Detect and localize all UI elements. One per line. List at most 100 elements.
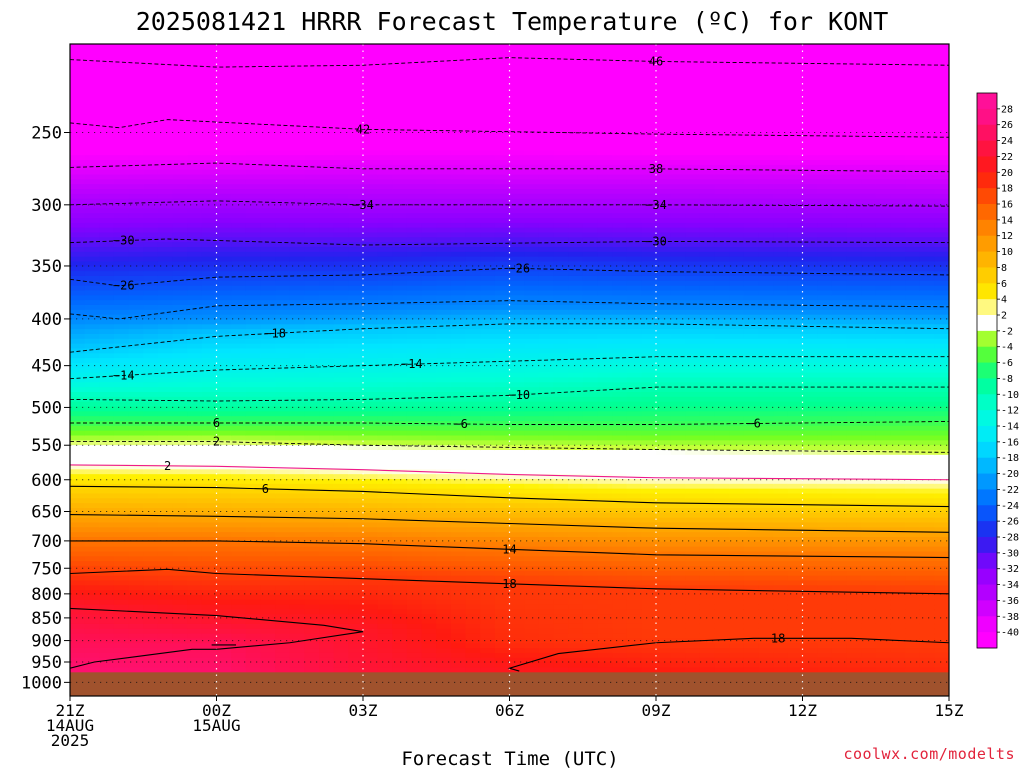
heat-cell	[553, 155, 569, 161]
heat-cell	[99, 222, 115, 229]
heat-cell	[260, 324, 276, 330]
heat-cell	[216, 271, 232, 277]
heat-cell	[421, 208, 437, 214]
heat-cell	[275, 77, 291, 84]
heat-cell	[421, 614, 437, 620]
heat-cell	[392, 411, 408, 417]
heat-cell	[363, 189, 379, 195]
heat-cell	[480, 469, 496, 475]
heat-cell	[245, 300, 262, 306]
heat-cell	[245, 623, 262, 630]
heat-cell	[304, 406, 320, 412]
heat-cell	[231, 97, 247, 103]
heat-cell	[436, 324, 452, 330]
heat-cell	[480, 590, 496, 596]
heat-cell	[436, 454, 452, 461]
heat-cell	[465, 295, 481, 301]
heat-cell	[275, 198, 291, 205]
heat-cell	[568, 590, 584, 596]
heat-cell	[113, 131, 130, 137]
heat-cell	[553, 401, 569, 408]
heat-cell	[597, 358, 613, 364]
heat-cell	[84, 203, 100, 209]
heat-cell	[509, 184, 525, 190]
heat-cell	[172, 488, 188, 495]
heat-cell	[524, 440, 540, 446]
heat-cell	[348, 145, 364, 151]
heat-cell	[99, 150, 115, 156]
heat-cell	[392, 304, 408, 311]
heat-cell	[172, 251, 188, 258]
heat-cell	[509, 290, 525, 296]
heat-cell	[509, 217, 525, 224]
heat-cell	[216, 242, 232, 248]
heat-cell	[143, 561, 159, 567]
heat-cell	[84, 416, 100, 422]
heat-cell	[553, 184, 569, 190]
heat-cell	[377, 285, 393, 292]
heat-cell	[319, 633, 335, 640]
heat-cell	[231, 590, 247, 596]
heat-cell	[333, 266, 349, 272]
heat-cell	[465, 48, 481, 55]
heat-cell	[319, 604, 335, 611]
heat-cell	[319, 121, 335, 127]
heat-cell	[275, 362, 291, 369]
heat-cell	[392, 77, 408, 84]
heat-cell	[113, 155, 130, 161]
heat-cell	[113, 285, 130, 292]
heat-cell	[201, 493, 218, 499]
heat-cell	[480, 425, 496, 432]
heat-cell	[245, 198, 262, 205]
heat-cell	[143, 338, 159, 345]
heat-cell	[377, 290, 393, 296]
heat-cell	[465, 483, 481, 490]
heat-cell	[553, 507, 569, 514]
heat-cell	[216, 551, 232, 557]
heat-cell	[597, 580, 613, 586]
heat-cell	[245, 169, 262, 176]
heat-cell	[319, 503, 335, 509]
heat-cell	[363, 295, 379, 301]
heat-cell	[568, 425, 584, 432]
heat-cell	[363, 97, 379, 103]
heat-cell	[333, 189, 349, 195]
heat-cell	[392, 222, 408, 229]
heat-cell	[524, 193, 540, 200]
heat-cell	[157, 662, 174, 669]
heat-cell	[524, 643, 540, 649]
heat-cell	[582, 358, 598, 364]
heat-cell	[275, 575, 291, 582]
heat-cell	[289, 275, 305, 282]
heat-cell	[275, 203, 291, 209]
heat-cell	[172, 527, 188, 533]
heat-cell	[450, 97, 467, 103]
heat-cell	[553, 121, 569, 127]
heat-cell	[524, 662, 540, 669]
heat-cell	[231, 541, 247, 548]
heat-cell	[245, 498, 262, 504]
heat-cell	[509, 430, 525, 437]
heat-cell	[143, 160, 159, 166]
heat-cell	[128, 445, 144, 451]
heat-cell	[377, 551, 393, 557]
heat-cell	[450, 614, 467, 620]
heat-cell	[84, 145, 100, 151]
heat-cell	[275, 464, 291, 470]
heat-cell	[333, 469, 349, 475]
heat-cell	[494, 445, 511, 451]
heat-cell	[392, 590, 408, 596]
heat-cell	[172, 135, 188, 142]
heat-cell	[392, 372, 408, 379]
heat-cell	[157, 551, 174, 557]
heat-cell	[465, 396, 481, 403]
heat-cell	[612, 614, 628, 620]
heat-cell	[377, 507, 393, 514]
heat-cell	[201, 643, 218, 649]
heat-cell	[245, 227, 262, 234]
heat-cell	[275, 425, 291, 432]
heat-cell	[70, 575, 86, 582]
heat-cell	[597, 643, 613, 649]
heat-cell	[187, 266, 203, 272]
heat-cell	[113, 527, 130, 533]
